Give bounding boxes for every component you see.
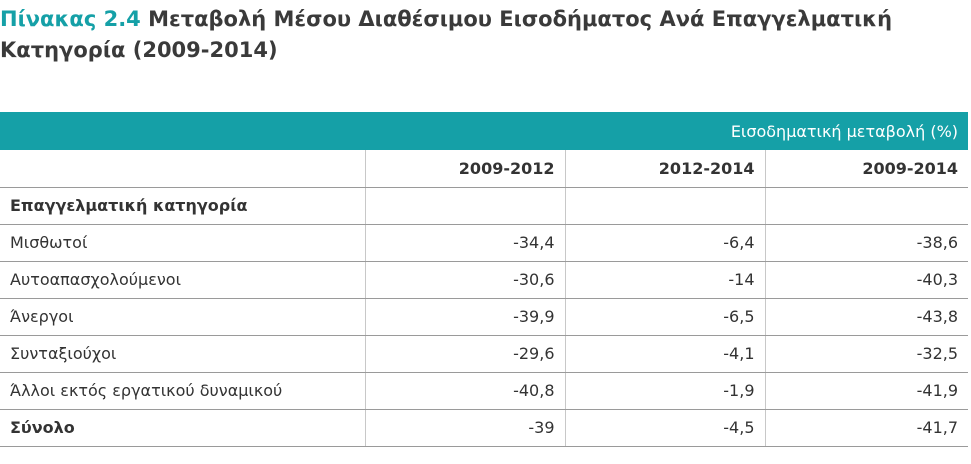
title: Πίνακας 2.4 Μεταβολή Μέσου Διαθέσιμου Ει… xyxy=(0,4,960,66)
band-label: Εισοδηματική μεταβολή (%) xyxy=(0,112,969,150)
value-cell: -39,9 xyxy=(364,298,565,336)
row-label: Άνεργοι xyxy=(0,298,365,336)
empty-cell xyxy=(564,187,765,225)
data-row: Συνταξιούχοι -29,6 -4,1 -32,5 xyxy=(0,335,969,373)
value-cell: -29,6 xyxy=(364,335,565,373)
total-value: -39 xyxy=(364,409,565,447)
data-row: Αυτοαπασχολούμενοι -30,6 -14 -40,3 xyxy=(0,261,969,299)
title-label: Πίνακας 2.4 xyxy=(0,7,141,31)
empty-cell xyxy=(364,187,565,225)
value-cell: -30,6 xyxy=(364,261,565,299)
title-text: Μεταβολή Μέσου Διαθέσιμου Εισοδήματος Αν… xyxy=(0,7,893,62)
section-label: Επαγγελματική κατηγορία xyxy=(0,187,365,225)
value-cell: -34,4 xyxy=(364,224,565,262)
total-label: Σύνολο xyxy=(0,409,365,447)
data-table: Εισοδηματική μεταβολή (%) 2009-2012 2012-… xyxy=(0,112,969,447)
value-cell: -41,9 xyxy=(764,372,969,410)
section-row: Επαγγελματική κατηγορία xyxy=(0,187,969,225)
value-cell: -4,1 xyxy=(564,335,765,373)
data-row: Άνεργοι -39,9 -6,5 -43,8 xyxy=(0,298,969,336)
total-value: -41,7 xyxy=(764,409,969,447)
row-label: Μισθωτοί xyxy=(0,224,365,262)
value-cell: -40,3 xyxy=(764,261,969,299)
value-cell: -43,8 xyxy=(764,298,969,336)
value-cell: -1,9 xyxy=(564,372,765,410)
row-label: Άλλοι εκτός εργατικού δυναμικού xyxy=(0,372,365,410)
total-row: Σύνολο -39 -4,5 -41,7 xyxy=(0,409,969,447)
total-value: -4,5 xyxy=(564,409,765,447)
data-row: Μισθωτοί -34,4 -6,4 -38,6 xyxy=(0,224,969,262)
column-header: 2009-2014 xyxy=(764,150,969,188)
value-cell: -38,6 xyxy=(764,224,969,262)
data-row: Άλλοι εκτός εργατικού δυναμικού -40,8 -1,9… xyxy=(0,372,969,410)
value-cell: -40,8 xyxy=(364,372,565,410)
empty-cell xyxy=(764,187,969,225)
row-label: Συνταξιούχοι xyxy=(0,335,365,373)
value-cell: -6,4 xyxy=(564,224,765,262)
column-header: 2012-2014 xyxy=(564,150,765,188)
value-cell: -32,5 xyxy=(764,335,969,373)
column-header: 2009-2012 xyxy=(364,150,565,188)
band-row: Εισοδηματική μεταβολή (%) xyxy=(0,112,969,150)
header-row: 2009-2012 2012-2014 2009-2014 xyxy=(0,150,969,188)
value-cell: -14 xyxy=(564,261,765,299)
value-cell: -6,5 xyxy=(564,298,765,336)
header-cell xyxy=(0,150,365,188)
row-label: Αυτοαπασχολούμενοι xyxy=(0,261,365,299)
